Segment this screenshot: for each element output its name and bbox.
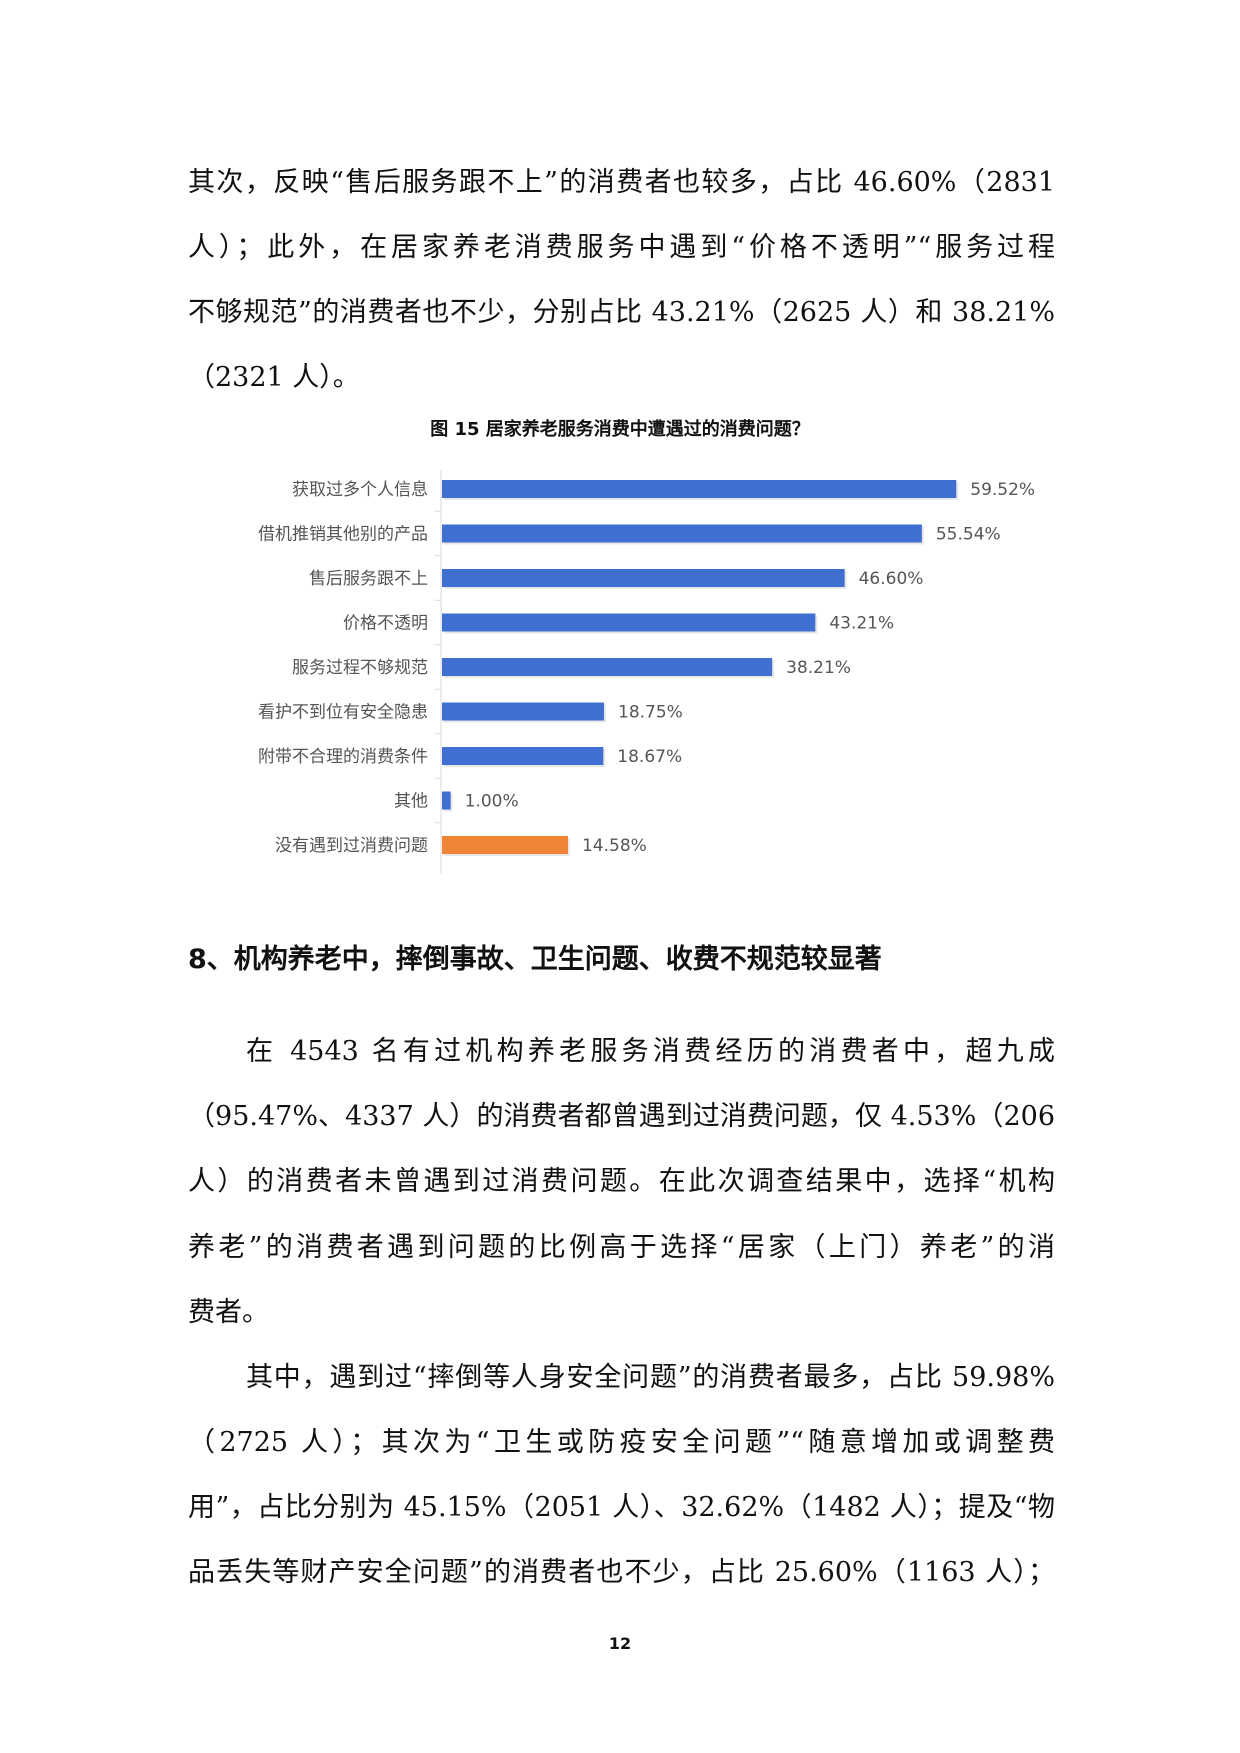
paragraph-line: 在 4543 名有过机构养老服务消费经历的消费者中，超九成 (246, 1036, 1055, 1067)
bar (442, 836, 568, 854)
paragraph-line: 用”，占比分别为 45.15%（2051 人）、32.62%（1482 人）；提… (188, 1492, 1055, 1523)
data-label: 18.67% (617, 747, 682, 767)
category-label: 价格不透明 (343, 614, 428, 634)
data-label: 18.75% (618, 703, 683, 723)
data-label: 14.58% (582, 836, 647, 856)
data-label: 55.54% (936, 525, 1001, 545)
data-label: 46.60% (859, 569, 924, 589)
paragraph-line: 其中，遇到过“摔倒等人身安全问题”的消费者最多，占比 59.98% (246, 1362, 1055, 1393)
paragraph-line: 养老”的消费者遇到问题的比例高于选择“居家（上门）养老”的消 (188, 1232, 1055, 1263)
bar (442, 791, 451, 810)
bar-chart: 获取过多个人信息 59.52% 借机推销其他别的产品 55.54% 售后服务跟不上 46.… (258, 470, 1035, 875)
paragraph-line: （2725 人）；其次为“卫生或防疫安全问题”“随意增加或调整费 (188, 1427, 1055, 1458)
bar (442, 702, 604, 721)
paragraph-line: （2321 人）。 (188, 362, 360, 393)
paragraph-line: 人）的消费者未曾遇到过消费问题。在此次调查结果中，选择“机构 (188, 1166, 1055, 1197)
paragraph-line: 人）；此外，在居家养老消费服务中遇到“价格不透明”“服务过程 (188, 232, 1055, 263)
page-number: 12 (608, 1634, 632, 1653)
data-label: 59.52% (970, 480, 1035, 500)
paragraph-line: 费者。 (188, 1297, 269, 1328)
bar (442, 524, 922, 543)
category-label: 附带不合理的消费条件 (258, 747, 428, 767)
data-label: 1.00% (465, 792, 519, 812)
bar (442, 480, 957, 498)
data-label: 43.21% (829, 614, 894, 634)
category-label: 看护不到位有安全隐患 (258, 703, 428, 723)
section-heading: 8、机构养老中，摔倒事故、卫生问题、收费不规范较显著 (188, 944, 882, 975)
paragraph-line: 品丢失等财产安全问题”的消费者也不少，占比 25.60%（1163 人）； (188, 1557, 1055, 1588)
category-label: 借机推销其他别的产品 (258, 525, 428, 545)
category-label: 售后服务跟不上 (309, 569, 428, 589)
paragraph-line: 不够规范”的消费者也不少，分别占比 43.21%（2625 人）和 38.21% (188, 297, 1055, 328)
bar (442, 569, 845, 587)
paragraph-line: 其次，反映“售后服务跟不上”的消费者也较多，占比 46.60%（2831 (188, 167, 1055, 198)
bar (442, 658, 773, 676)
category-label: 获取过多个人信息 (292, 480, 428, 500)
category-label: 没有遇到过消费问题 (275, 836, 428, 856)
bar (442, 613, 816, 632)
category-label: 服务过程不够规范 (292, 658, 428, 678)
chart-title: 图 15 居家养老服务消费中遭遇过的消费问题？ (430, 419, 810, 440)
paragraph-line: （95.47%、4337 人）的消费者都曾遇到过消费问题，仅 4.53%（206 (188, 1101, 1055, 1132)
data-label: 38.21% (786, 658, 851, 678)
category-label: 其他 (394, 792, 428, 812)
bar (442, 747, 604, 765)
